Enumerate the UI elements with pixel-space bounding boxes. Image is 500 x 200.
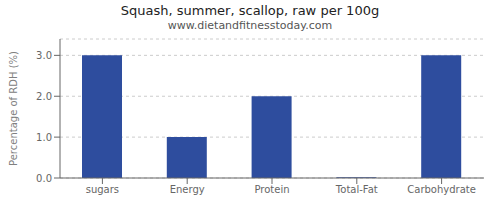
- svg-text:sugars: sugars: [86, 184, 119, 195]
- html-text:Squash, summer, scallop, raw p: Squash, summer, scallop, raw per 100g: [120, 3, 380, 18]
- svg-text:Total-Fat: Total-Fat: [335, 184, 378, 195]
- svg-text:Protein: Protein: [254, 184, 289, 195]
- svg-text:0.0: 0.0: [36, 173, 52, 184]
- svg-text:1.0: 1.0: [36, 132, 52, 143]
- svg-text:Percentage of RDH (%): Percentage of RDH (%): [8, 51, 19, 166]
- html-text:www.dietandfitnesstoday.com: www.dietandfitnesstoday.com: [167, 19, 333, 32]
- svg-text:Energy: Energy: [170, 184, 205, 195]
- svg-text:3.0: 3.0: [36, 50, 52, 61]
- svg-text:Carbohydrate: Carbohydrate: [407, 184, 476, 195]
- svg-text:2.0: 2.0: [36, 91, 52, 102]
